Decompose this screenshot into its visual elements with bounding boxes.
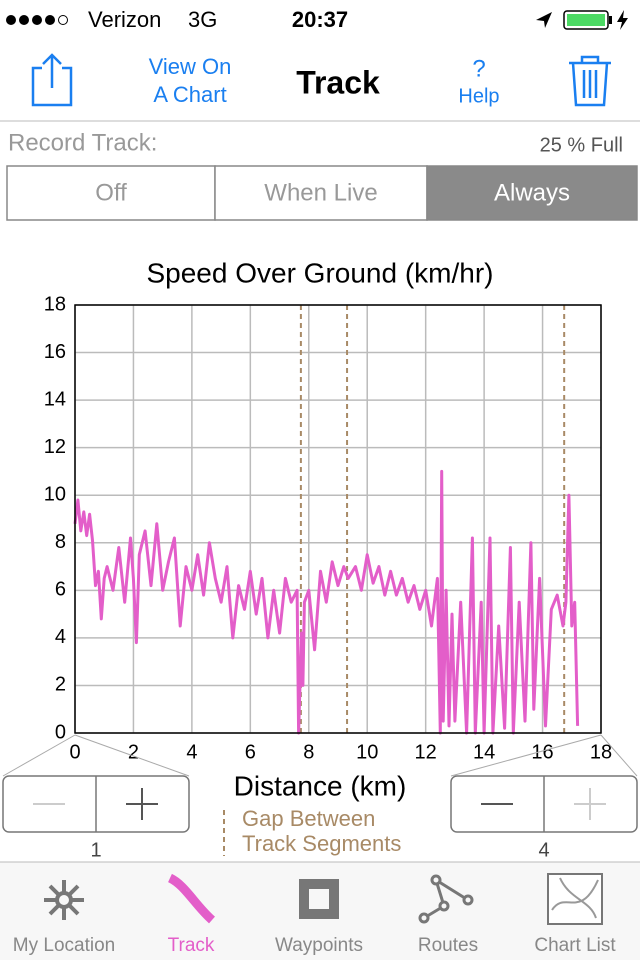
x-tick-label: 18 — [590, 741, 612, 763]
y-tick-label: 6 — [55, 579, 66, 601]
tab-icon — [418, 874, 474, 924]
segmented-control: Off When Live Always — [6, 165, 638, 221]
tab-icon — [299, 879, 339, 919]
battery — [563, 10, 628, 30]
segment[interactable] — [6, 165, 216, 221]
stepper-lines — [2, 734, 638, 777]
signal — [6, 15, 68, 25]
y-tick-label: 2 — [55, 674, 66, 696]
tab-label[interactable]: Routes — [418, 935, 478, 956]
legend-label: Gap Between — [242, 806, 375, 831]
segment[interactable] — [426, 165, 638, 221]
x-tick-label: 2 — [128, 741, 139, 763]
x-tick-label: 14 — [473, 741, 495, 763]
tab-labels: My Location Track Waypoints Routes Chart Lis… — [13, 935, 617, 956]
speed-line — [73, 469, 580, 735]
network: 3G — [188, 7, 217, 32]
help-icon[interactable]: ? — [472, 55, 485, 82]
tab-label[interactable]: Chart List — [534, 935, 616, 956]
time: 20:37 — [292, 7, 348, 32]
fill-level: 25 % Full — [540, 134, 623, 156]
y-tick-label: 10 — [44, 484, 66, 506]
x-tick-label: 10 — [356, 741, 378, 763]
x-tick-label: 12 — [415, 741, 437, 763]
x-tick-label: 4 — [186, 741, 197, 763]
help[interactable]: Help — [458, 85, 499, 107]
stepper-value: 1 — [90, 839, 101, 861]
tab-label[interactable]: My Location — [13, 935, 115, 956]
segment-label[interactable]: When Live — [264, 179, 377, 206]
y-tick-label: 12 — [44, 436, 66, 458]
y-tick-label: 0 — [55, 721, 66, 743]
segment-label[interactable]: Always — [494, 179, 570, 206]
chart: Speed Over Ground (km/hr) Distance (km) … — [44, 257, 612, 801]
share-button[interactable] — [31, 53, 73, 107]
view-on-chart[interactable]: A Chart — [153, 82, 226, 107]
tab-label[interactable]: Track — [168, 935, 215, 956]
x-axis-label: Distance (km) — [234, 770, 407, 801]
stepper-value: 4 — [538, 839, 549, 861]
x-tick-label: 0 — [69, 741, 80, 763]
y-tick-label: 8 — [55, 531, 66, 553]
stepper-plus[interactable] — [126, 788, 158, 820]
x-tick-label: 8 — [303, 741, 314, 763]
location-icon — [536, 12, 552, 28]
tab-label[interactable]: Waypoints — [275, 935, 363, 956]
stepper — [2, 775, 638, 833]
legend: Gap Between Track Segments — [223, 806, 401, 856]
trash-button[interactable] — [569, 55, 611, 107]
x-tick-label: 16 — [531, 741, 553, 763]
tab-icon — [547, 873, 603, 925]
stepper-plus[interactable] — [574, 788, 606, 820]
carrier: Verizon — [88, 7, 161, 32]
y-tick-label: 4 — [55, 626, 66, 648]
segment-label[interactable]: Off — [95, 179, 127, 206]
view-on-chart[interactable]: View On — [149, 54, 232, 79]
y-tick-label: 16 — [44, 341, 66, 363]
tab-icon — [44, 880, 84, 920]
legend-label: Track Segments — [242, 831, 401, 856]
nav-title: Track — [296, 64, 380, 100]
x-tick-label: 6 — [245, 741, 256, 763]
tab-icon — [167, 873, 216, 924]
record-label: Record Track: — [8, 129, 157, 156]
plot-frame — [74, 304, 602, 734]
chart-title: Speed Over Ground (km/hr) — [146, 257, 493, 288]
y-tick-label: 18 — [44, 293, 66, 315]
y-tick-label: 14 — [44, 388, 66, 410]
